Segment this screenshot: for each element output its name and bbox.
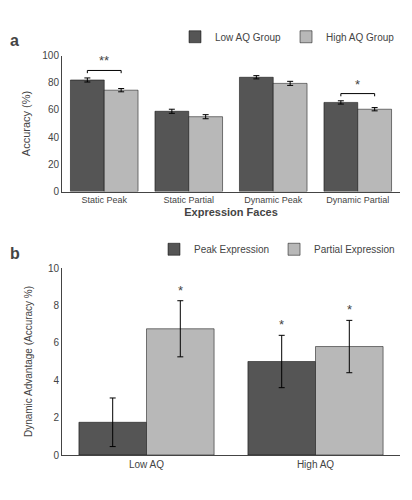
- svg-text:Accuracy (%): Accuracy (%): [20, 91, 32, 156]
- svg-text:40: 40: [48, 132, 60, 143]
- svg-text:Peak Expression: Peak Expression: [194, 244, 269, 255]
- svg-text:8: 8: [53, 300, 59, 311]
- svg-text:Static Peak: Static Peak: [81, 195, 127, 205]
- svg-text:80: 80: [48, 77, 60, 88]
- svg-text:Low AQ Group: Low AQ Group: [215, 32, 281, 43]
- svg-text:Expression Faces: Expression Faces: [184, 206, 278, 218]
- svg-text:*: *: [178, 283, 183, 298]
- svg-text:4: 4: [53, 375, 59, 386]
- svg-text:**: **: [99, 53, 109, 68]
- svg-text:High AQ Group: High AQ Group: [326, 32, 394, 43]
- svg-text:60: 60: [48, 104, 60, 115]
- svg-text:20: 20: [48, 159, 60, 170]
- svg-text:Dynamic Peak: Dynamic Peak: [244, 195, 303, 205]
- svg-text:a: a: [10, 32, 19, 49]
- svg-text:Static Partial: Static Partial: [163, 195, 214, 205]
- svg-text:*: *: [355, 77, 360, 92]
- svg-text:Low AQ: Low AQ: [129, 459, 164, 470]
- svg-text:0: 0: [53, 186, 59, 197]
- svg-text:*: *: [347, 302, 352, 317]
- svg-text:0: 0: [53, 450, 59, 461]
- svg-text:10: 10: [48, 263, 60, 274]
- svg-text:6: 6: [53, 337, 59, 348]
- svg-text:*: *: [279, 317, 284, 332]
- svg-text:100: 100: [42, 50, 59, 61]
- svg-text:b: b: [10, 245, 20, 262]
- svg-text:Dynamic Advantage (Accuracy %): Dynamic Advantage (Accuracy %): [23, 286, 34, 437]
- svg-text:Dynamic Partial: Dynamic Partial: [326, 195, 389, 205]
- svg-text:Partial Expression: Partial Expression: [314, 244, 395, 255]
- svg-text:2: 2: [53, 412, 59, 423]
- svg-text:High AQ: High AQ: [297, 459, 334, 470]
